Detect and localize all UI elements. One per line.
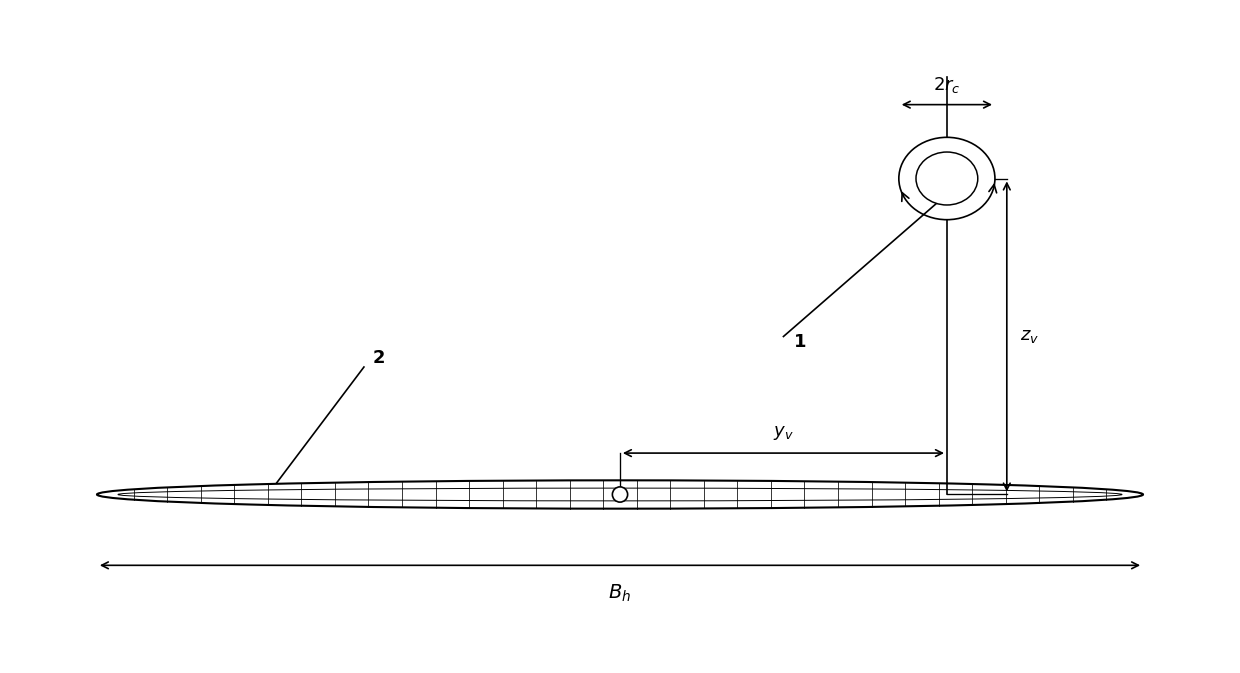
Text: $2r_c$: $2r_c$ <box>932 75 961 95</box>
Text: $B_h$: $B_h$ <box>609 583 631 604</box>
Text: 2: 2 <box>373 349 386 367</box>
Text: $z_v$: $z_v$ <box>1019 328 1039 345</box>
Circle shape <box>613 487 627 502</box>
Ellipse shape <box>118 488 1122 501</box>
Text: 1: 1 <box>795 333 807 351</box>
Ellipse shape <box>916 152 978 205</box>
Text: $y_v$: $y_v$ <box>773 424 794 442</box>
Ellipse shape <box>97 481 1143 509</box>
Ellipse shape <box>899 137 994 219</box>
